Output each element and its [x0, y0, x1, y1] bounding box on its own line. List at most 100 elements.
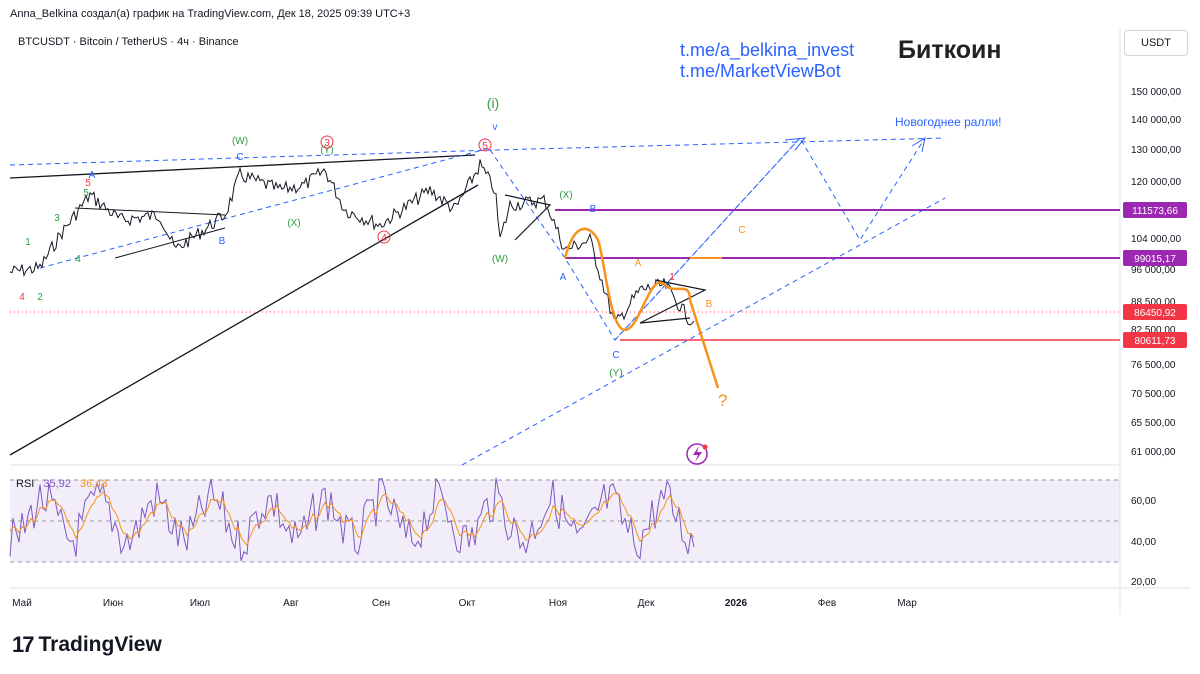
projection-rise-line[interactable] — [614, 137, 801, 341]
price-tag-label: 111573,66 — [1132, 206, 1178, 217]
price-line[interactable] — [9, 159, 695, 326]
wave-label: 2 — [37, 292, 43, 303]
rsi-tick: 60,00 — [1131, 496, 1156, 507]
wave-label: (i) — [487, 95, 499, 111]
price-tag-bg — [1123, 250, 1187, 266]
rsi-legend[interactable]: RSI 35,92 36,43 — [16, 478, 108, 490]
time-tick: Мар — [897, 598, 917, 609]
price-tick: 76 500,00 — [1131, 360, 1176, 371]
arrow-head-1 — [784, 137, 807, 151]
time-tick: Фев — [818, 598, 836, 609]
price-tick: 88 500,00 — [1131, 297, 1176, 308]
wave-label: C — [738, 225, 745, 236]
wave-label: B — [706, 299, 713, 310]
time-tick: Май — [12, 598, 32, 609]
lightning-bolt-icon — [693, 446, 702, 462]
wave-label: B — [590, 204, 597, 215]
rsi-tick: 20,00 — [1131, 577, 1156, 588]
price-tick: 65 500,00 — [1131, 418, 1176, 429]
time-axis[interactable]: Май Июн Июл Авг Сен Окт Ноя Дек 2026 Фев Мар — [12, 598, 917, 609]
rally-note: Новогоднее ралли! — [895, 115, 1001, 129]
wave-label: (X) — [287, 218, 300, 229]
notification-dot — [702, 444, 708, 450]
currency-button[interactable]: USDT — [1124, 30, 1188, 56]
telegram-link-1[interactable]: t.me/a_belkina_invest — [680, 40, 855, 60]
price-tag: 86450,92 — [1123, 304, 1187, 320]
price-tag: 80611,73 — [1123, 332, 1187, 348]
wave-label: B — [219, 236, 226, 247]
price-tags: 111573,66 99015,17 86450,92 80611,73 — [1123, 202, 1187, 348]
trend-line-upper[interactable] — [9, 154, 476, 179]
price-tick: 61 000,00 — [1131, 447, 1176, 458]
triangle-upper[interactable] — [74, 207, 226, 216]
rsi-axis: 60,00 40,00 20,00 — [1131, 496, 1156, 588]
wave-label: (Y) — [320, 145, 333, 156]
price-tag-label: 80611,73 — [1135, 336, 1176, 347]
wedge-1[interactable] — [504, 194, 552, 241]
price-tick: 120 000,00 — [1131, 177, 1181, 188]
telegram-links[interactable]: t.me/a_belkina_invest t.me/MarketViewBot — [680, 40, 854, 82]
channel-dashed-mid[interactable] — [39, 147, 491, 269]
triangle-lower[interactable] — [114, 227, 226, 259]
wave-label: 5 — [482, 141, 488, 152]
time-tick: Июн — [103, 598, 123, 609]
wave-label: 4 — [381, 233, 387, 244]
wave-label: 3 — [54, 213, 60, 224]
wave-label: 1 — [669, 272, 675, 283]
price-series[interactable] — [9, 159, 695, 326]
price-tick: 140 000,00 — [1131, 115, 1181, 126]
wave-labels: 4 213455AB(W)C(X)3(Y)45(i)v(X)(W)BAC(Y)AC… — [19, 95, 745, 379]
rsi-value-2: 36,43 — [80, 478, 108, 490]
time-tick: Авг — [283, 598, 299, 609]
wave-label: 4 — [75, 254, 81, 265]
wave-label: v — [493, 122, 498, 133]
wave-label: (W) — [492, 254, 508, 265]
symbol-info[interactable]: BTCUSDT · Bitcoin / TetherUS · 4ч · Bina… — [18, 36, 239, 48]
arrow-head-2 — [911, 136, 926, 153]
price-tick: 82 500,00 — [1131, 325, 1176, 336]
rsi-ma-line[interactable] — [9, 491, 695, 547]
wave-label: (Y) — [609, 368, 622, 379]
time-tick: Ноя — [549, 598, 567, 609]
rsi-tick: 40,00 — [1131, 537, 1156, 548]
price-tick: 150 000,00 — [1131, 87, 1181, 98]
tradingview-brand[interactable]: 17 TradingView — [12, 632, 162, 658]
projection-bottom-line[interactable] — [461, 197, 946, 466]
tradingview-logo-icon: 17 — [12, 632, 35, 657]
time-tick: Окт — [459, 598, 476, 609]
circled-label-3 — [320, 135, 334, 149]
trend-line-lower[interactable] — [9, 184, 479, 456]
wave-label: A — [635, 258, 642, 269]
wave-label: 5 — [85, 178, 91, 189]
wedge-2[interactable] — [639, 279, 707, 324]
wave-label: (X) — [559, 190, 572, 201]
telegram-link-2[interactable]: t.me/MarketViewBot — [680, 61, 841, 81]
wave-label: 3 — [324, 138, 330, 149]
price-tag: 111573,66 — [1123, 202, 1187, 218]
lightning-icon[interactable] — [686, 443, 708, 465]
author-line: Anna_Belkina создал(а) график на Trading… — [10, 8, 411, 20]
wave-label: A — [560, 272, 567, 283]
price-axis[interactable]: 150 000,00 140 000,00 130 000,00 120 000,00… — [1131, 87, 1181, 458]
rsi-line[interactable] — [9, 477, 695, 562]
price-tag: 99015,17 — [1123, 250, 1187, 266]
projection-top-line[interactable] — [494, 137, 946, 151]
question-mark: ? — [718, 391, 727, 410]
tradingview-wordmark: TradingView — [38, 633, 162, 656]
price-tag-label: 86450,92 — [1134, 308, 1176, 319]
price-tag-bg — [1123, 304, 1187, 320]
price-tick: 104 000,00 — [1131, 234, 1181, 245]
wave-label: 4 — [19, 292, 25, 303]
rsi-series[interactable] — [9, 477, 695, 562]
price-tick: 96 000,00 — [1131, 265, 1176, 276]
rsi-label: RSI — [16, 478, 34, 490]
wave-label: C — [612, 350, 619, 361]
price-tag-label: 99015,17 — [1134, 254, 1176, 265]
circled-label-5 — [478, 138, 492, 152]
price-tag-bg — [1123, 332, 1187, 348]
forecast-path[interactable] — [563, 227, 720, 389]
time-tick: Дек — [638, 598, 655, 609]
price-tick: 130 000,00 — [1131, 145, 1181, 156]
wave-label: 5 — [83, 188, 89, 199]
